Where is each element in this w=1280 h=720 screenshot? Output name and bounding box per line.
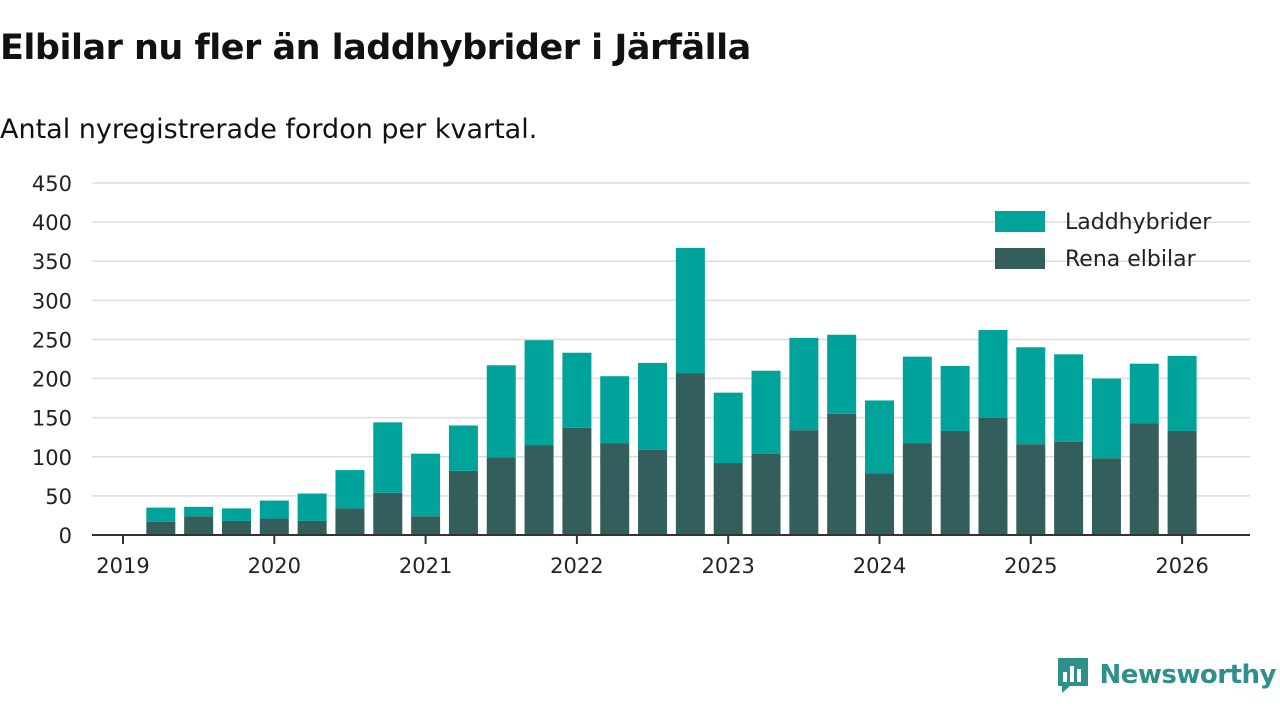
bar-rena-elbilar-2024Q1 (865, 473, 894, 535)
bar-rena-elbilar-2019Q3 (184, 516, 214, 535)
y-tick-label: 400 (32, 211, 72, 235)
legend-swatch-laddhybrider (995, 211, 1045, 232)
bar-rena-elbilar-2024Q2 (902, 443, 932, 535)
bar-laddhybrider-2022Q2 (600, 376, 630, 444)
bar-rena-elbilar-2019Q4 (221, 520, 251, 535)
bar-laddhybrider-2023Q3 (789, 337, 819, 431)
bar-rena-elbilar-2020Q1 (259, 518, 289, 535)
bar-rena-elbilar-2022Q3 (638, 449, 668, 535)
bar-rena-elbilar-2020Q4 (373, 492, 403, 535)
bar-laddhybrider-2019Q3 (184, 506, 214, 517)
x-axis: 2019 2020 2021 2022 2023 2024 2025 2026 (92, 534, 1250, 578)
bar-rena-elbilar-2025Q3 (1091, 458, 1121, 535)
bar-laddhybrider-2025Q1 (1016, 347, 1046, 445)
bar-laddhybrider-2021Q1 (411, 453, 441, 517)
y-tick-label: 150 (32, 407, 72, 431)
chart-subtitle: Antal nyregistrerade fordon per kvartal. (0, 114, 538, 145)
x-tick-label: 2022 (550, 554, 603, 578)
legend-swatch-rena-elbilar (995, 248, 1045, 269)
bar-rena-elbilar-2019Q2 (146, 521, 176, 535)
bar-laddhybrider-2026Q1 (1167, 355, 1197, 431)
bar-rena-elbilar-2021Q4 (524, 445, 554, 535)
legend: Laddhybrider Rena elbilar (995, 210, 1212, 272)
bar-laddhybrider-2024Q1 (865, 400, 894, 474)
y-tick-label: 50 (45, 485, 72, 509)
y-tick-label: 200 (32, 368, 72, 392)
bar-laddhybrider-2024Q3 (940, 366, 970, 431)
x-tick-label: 2025 (1004, 554, 1057, 578)
legend-label-laddhybrider: Laddhybrider (1065, 210, 1212, 235)
bar-laddhybrider-2022Q1 (562, 352, 592, 428)
bar-laddhybrider-2019Q2 (146, 507, 176, 522)
bar-rena-elbilar-2022Q2 (600, 443, 630, 535)
bar-laddhybrider-2024Q4 (978, 330, 1008, 418)
x-tick-label: 2020 (248, 554, 301, 578)
bar-laddhybrider-2020Q2 (297, 493, 327, 521)
bar-rena-elbilar-2023Q1 (713, 463, 743, 535)
bar-rena-elbilar-2021Q1 (411, 516, 441, 535)
bar-rena-elbilar-2023Q4 (827, 413, 857, 535)
bar-rena-elbilar-2022Q4 (675, 373, 705, 535)
x-tick-label: 2024 (853, 554, 906, 578)
chart-title: Elbilar nu fler än laddhybrider i Järfäl… (0, 28, 751, 68)
newsworthy-logo-icon (1057, 658, 1088, 693)
bar-rena-elbilar-2020Q3 (335, 508, 365, 535)
bar-rena-elbilar-2022Q1 (562, 427, 592, 535)
bar-laddhybrider-2025Q4 (1129, 363, 1159, 424)
bar-rena-elbilar-2025Q4 (1129, 423, 1159, 535)
bar-laddhybrider-2021Q3 (486, 365, 516, 458)
bar-laddhybrider-2020Q4 (373, 422, 403, 493)
y-tick-label: 300 (32, 289, 72, 313)
bar-laddhybrider-2025Q2 (1054, 354, 1084, 442)
bar-rena-elbilar-2024Q3 (940, 430, 970, 535)
bar-rena-elbilar-2023Q2 (751, 453, 781, 535)
bar-laddhybrider-2020Q1 (259, 500, 289, 519)
bar-laddhybrider-2024Q2 (902, 356, 932, 444)
bars (146, 247, 1197, 535)
bar-rena-elbilar-2024Q4 (978, 417, 1008, 535)
bar-laddhybrider-2021Q4 (524, 340, 554, 446)
bar-laddhybrider-2021Q2 (448, 425, 478, 471)
bar-rena-elbilar-2021Q3 (486, 457, 516, 535)
brand-name: Newsworthy (1099, 660, 1277, 690)
newsworthy-logo: Newsworthy (1056, 656, 1277, 694)
y-tick-label: 350 (32, 250, 72, 274)
legend-label-rena-elbilar: Rena elbilar (1065, 247, 1197, 272)
y-tick-label: 0 (59, 524, 72, 548)
bar-laddhybrider-2022Q4 (675, 247, 705, 374)
x-tick-label: 2021 (399, 554, 452, 578)
bar-laddhybrider-2025Q3 (1091, 378, 1121, 459)
bar-rena-elbilar-2020Q2 (297, 520, 327, 535)
x-tick-label: 2026 (1155, 554, 1208, 578)
x-tick-label: 2023 (701, 554, 754, 578)
y-tick-label: 450 (32, 172, 72, 196)
bar-laddhybrider-2023Q4 (827, 334, 857, 414)
bar-rena-elbilar-2025Q1 (1016, 444, 1046, 535)
bar-rena-elbilar-2026Q1 (1167, 430, 1197, 535)
bar-rena-elbilar-2025Q2 (1054, 441, 1084, 535)
bar-rena-elbilar-2021Q2 (448, 470, 478, 535)
bar-rena-elbilar-2023Q3 (789, 430, 819, 535)
bar-laddhybrider-2023Q1 (713, 392, 743, 464)
bar-laddhybrider-2019Q4 (221, 508, 251, 521)
stacked-bar-chart: 0 50 100 150 200 250 300 350 400 450 2019 2020 2021… (32, 172, 1250, 578)
bar-laddhybrider-2022Q3 (638, 362, 668, 450)
y-tick-label: 250 (32, 328, 72, 352)
y-axis-ticks: 0 50 100 150 200 250 300 350 400 450 (32, 172, 72, 548)
y-tick-label: 100 (32, 446, 72, 470)
x-tick-label: 2019 (96, 554, 149, 578)
bar-laddhybrider-2020Q3 (335, 470, 365, 509)
bar-laddhybrider-2023Q2 (751, 370, 781, 454)
